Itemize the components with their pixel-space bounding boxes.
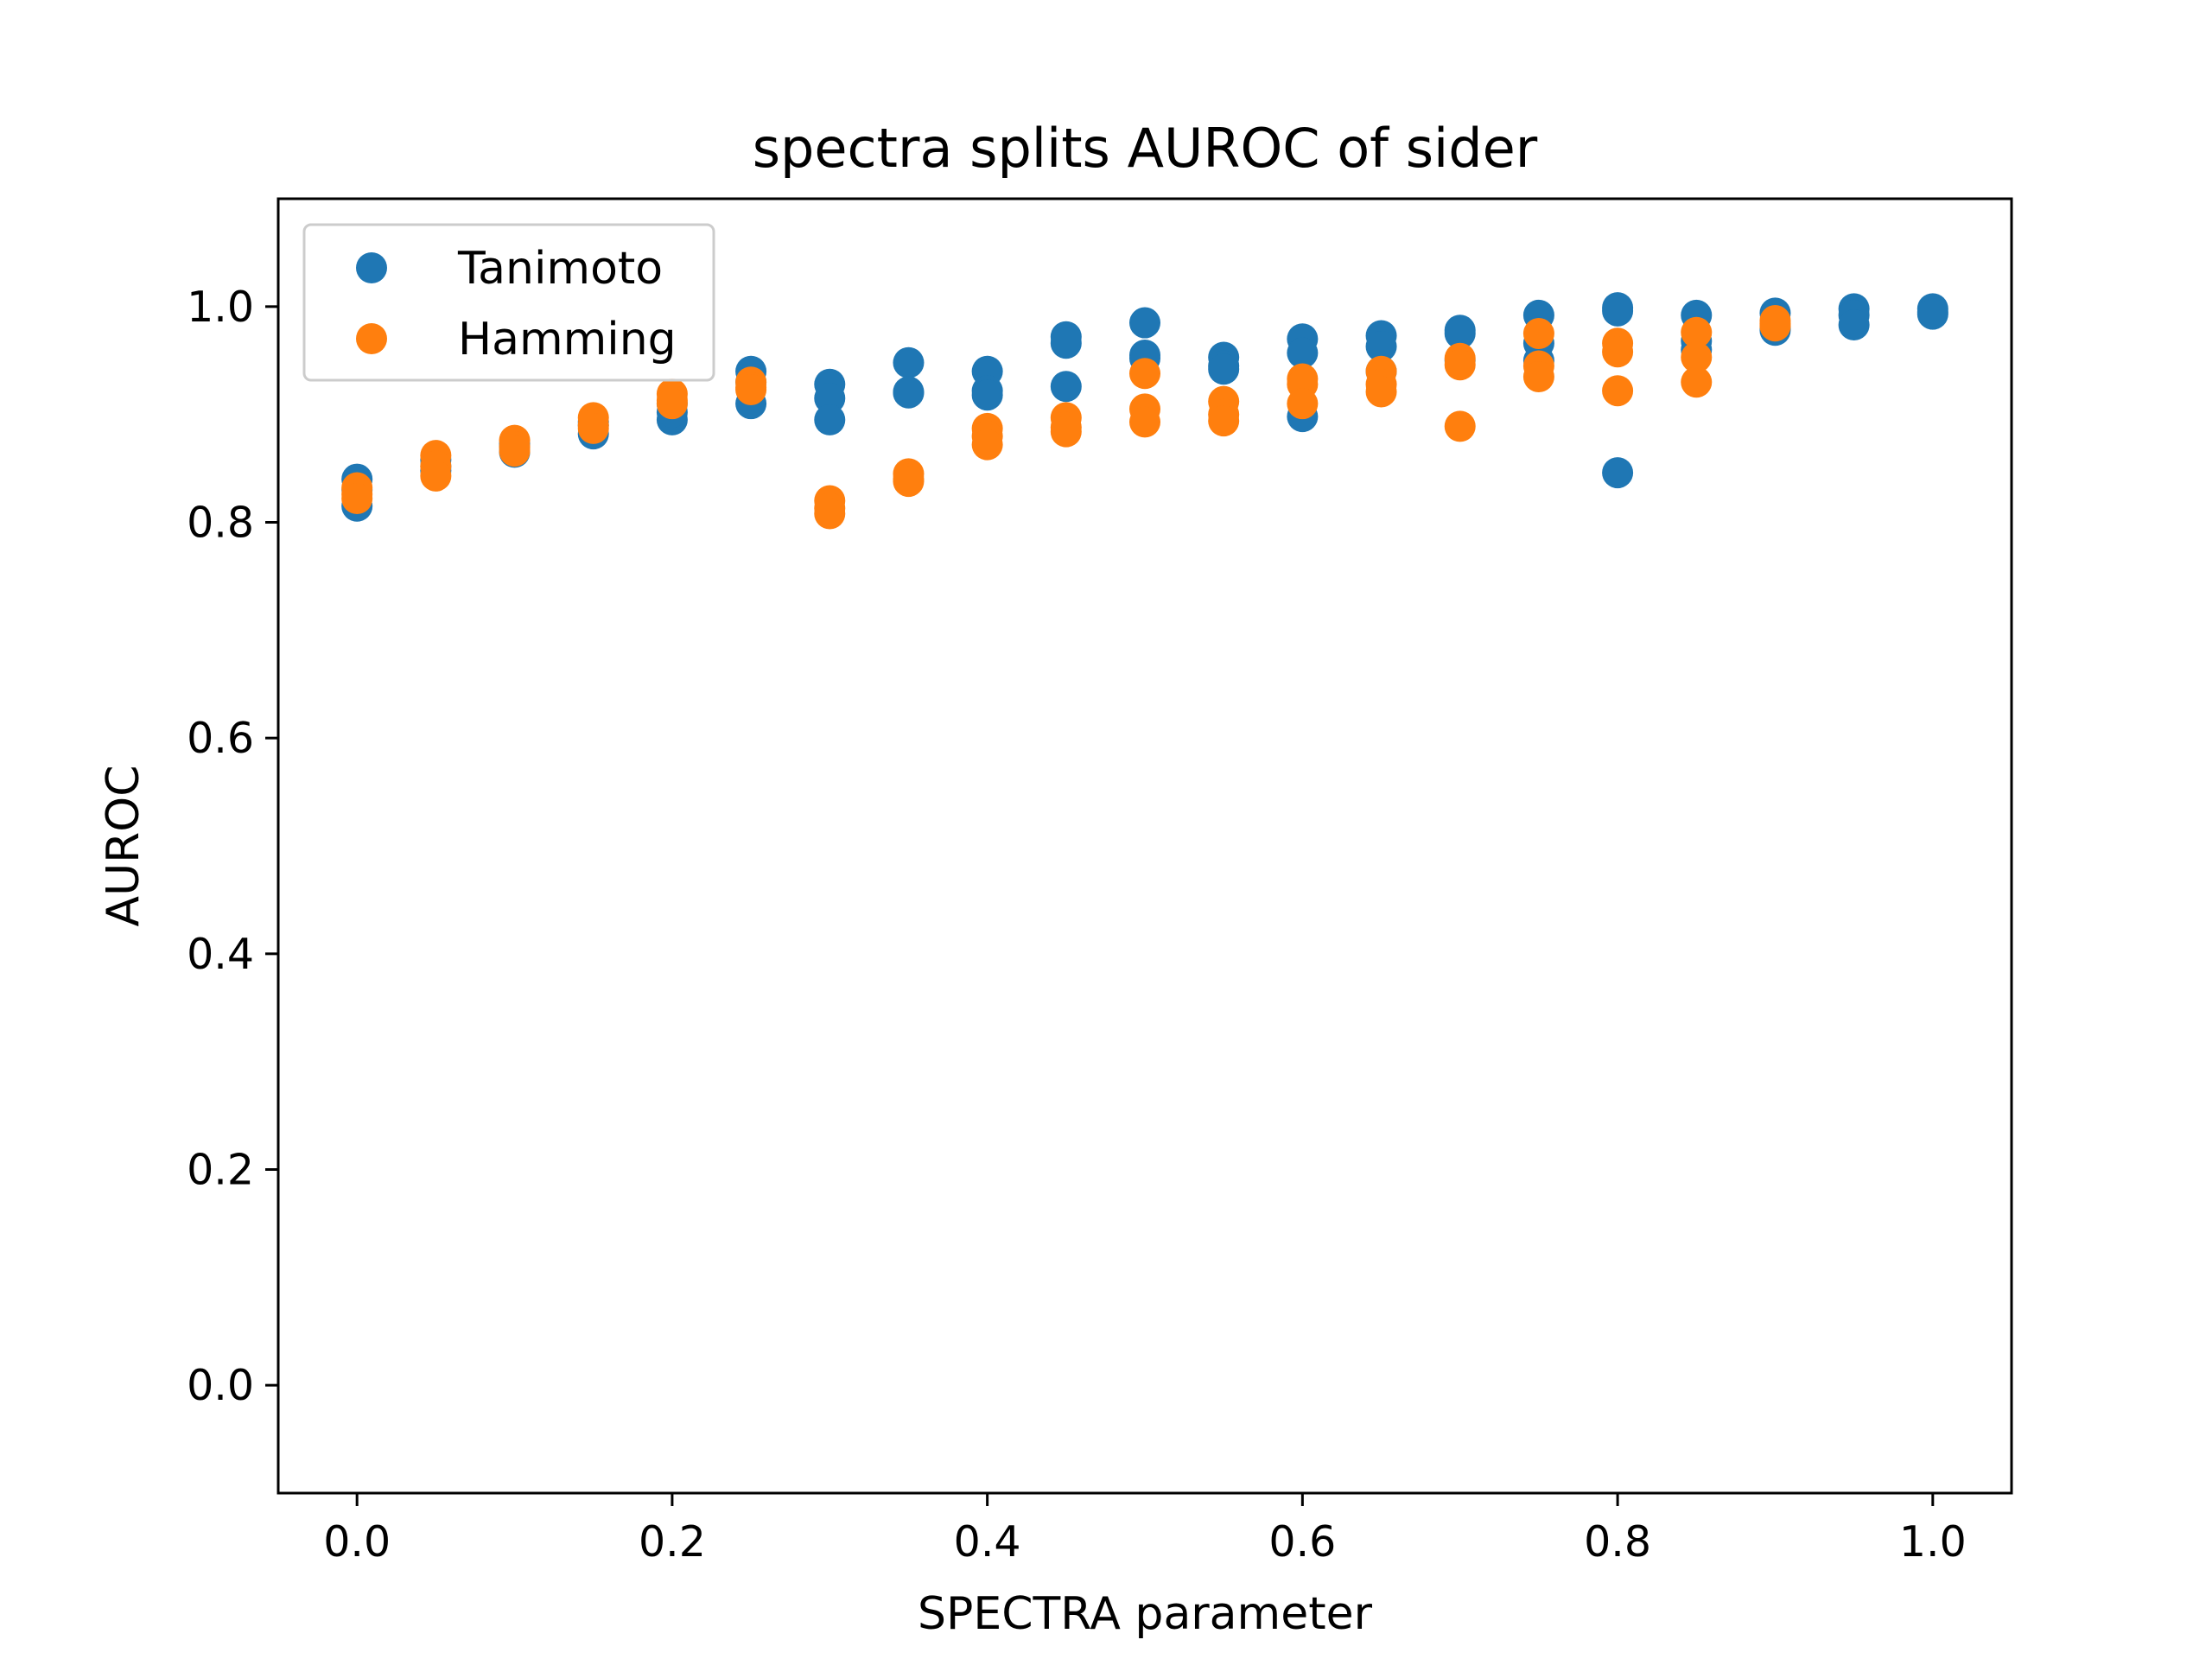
y-tick-label: 0.2 [187, 1146, 254, 1195]
data-point-hamming [1129, 358, 1160, 390]
data-point-tanimoto [1365, 331, 1397, 363]
data-point-hamming [1365, 376, 1397, 408]
data-point-tanimoto [1287, 337, 1319, 369]
data-point-tanimoto [1602, 295, 1634, 327]
data-point-hamming [1602, 336, 1634, 368]
y-tick-label: 0.0 [187, 1361, 254, 1410]
data-point-tanimoto [1050, 371, 1082, 403]
data-point-hamming [971, 429, 1003, 461]
data-point-hamming [1208, 405, 1240, 437]
data-point-tanimoto [1444, 318, 1476, 350]
data-point-hamming [656, 388, 688, 420]
data-point-hamming [1681, 366, 1713, 398]
data-point-hamming [341, 483, 373, 515]
data-point-tanimoto [1050, 327, 1082, 359]
data-point-tanimoto [1602, 457, 1634, 489]
legend-marker-hamming [356, 323, 387, 354]
y-tick-label: 1.0 [187, 283, 254, 332]
data-point-hamming [1129, 406, 1160, 438]
data-point-hamming [1681, 316, 1713, 348]
data-point-hamming [1759, 310, 1791, 342]
chart-title: spectra splits AUROC of sider [753, 117, 1538, 180]
legend: Tanimoto Hamming [302, 223, 715, 382]
x-tick-label: 0.2 [639, 1517, 706, 1567]
legend-label-tanimoto: Tanimoto [457, 243, 663, 295]
y-tick-label: 0.4 [187, 930, 254, 979]
data-point-hamming [814, 498, 846, 530]
plot-area-frame [276, 197, 2013, 1495]
data-point-hamming [1602, 375, 1634, 407]
data-point-hamming [1522, 318, 1554, 350]
data-point-tanimoto [1916, 298, 1948, 330]
data-point-hamming [893, 466, 925, 498]
legend-box [302, 223, 715, 382]
points-layer [341, 292, 1948, 530]
data-point-tanimoto [814, 404, 846, 435]
data-point-hamming [1444, 410, 1476, 442]
data-point-hamming [577, 412, 609, 444]
data-point-tanimoto [893, 376, 925, 408]
y-tick-label: 0.8 [187, 499, 254, 548]
data-point-tanimoto [814, 382, 846, 414]
legend-marker-tanimoto [356, 252, 387, 283]
data-point-hamming [1050, 416, 1082, 448]
x-tick-label: 0.8 [1584, 1517, 1651, 1567]
data-point-hamming [1522, 360, 1554, 392]
data-point-tanimoto [1208, 353, 1240, 385]
legend-label-hamming: Hamming [458, 314, 677, 365]
ticks-layer: 0.0 0.2 0.4 0.6 0.8 1.0 0.0 0.2 0.4 0.6 0.8 1.0 [187, 283, 1967, 1567]
x-tick-label: 0.0 [323, 1517, 391, 1567]
data-point-tanimoto [1838, 309, 1870, 341]
data-point-hamming [499, 435, 531, 467]
x-tick-label: 1.0 [1899, 1517, 1967, 1567]
data-point-hamming [1444, 349, 1476, 381]
data-point-hamming [735, 373, 767, 405]
y-axis-label: AUROC [98, 765, 149, 926]
x-tick-label: 0.4 [954, 1517, 1021, 1567]
data-point-hamming [420, 460, 452, 492]
data-point-tanimoto [893, 346, 925, 378]
data-point-tanimoto [1129, 307, 1160, 339]
x-tick-label: 0.6 [1268, 1517, 1336, 1567]
data-point-tanimoto [971, 379, 1003, 411]
y-tick-label: 0.6 [187, 714, 254, 763]
data-point-hamming [1287, 388, 1319, 420]
data-point-hamming [1681, 341, 1713, 373]
x-axis-label: SPECTRA parameter [918, 1588, 1373, 1640]
